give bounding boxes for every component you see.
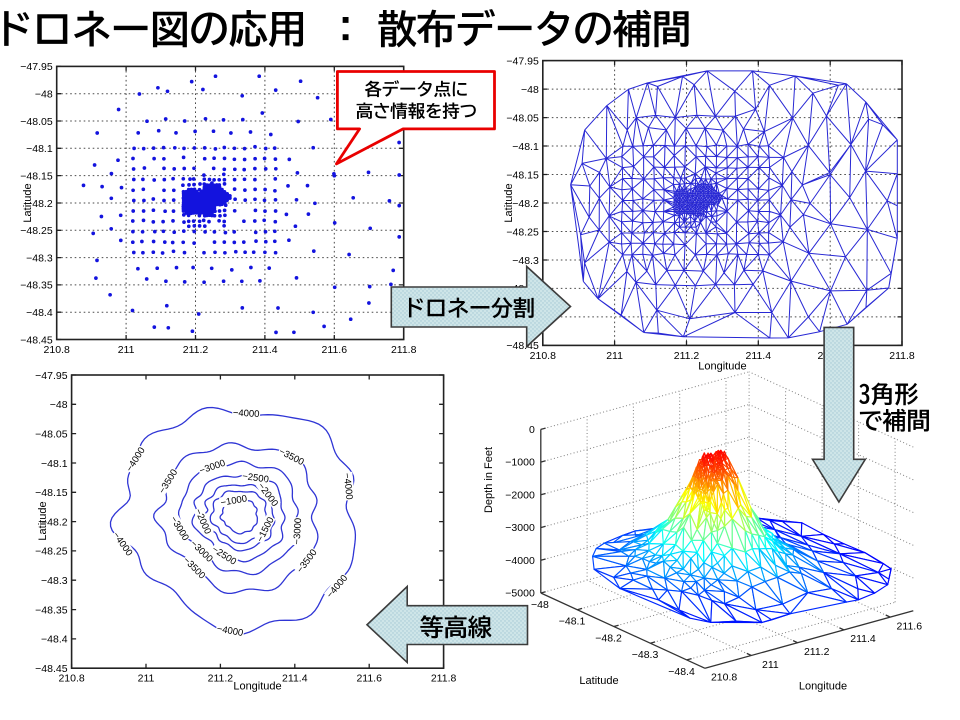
svg-text:211.4: 211.4 xyxy=(282,673,308,685)
svg-text:−48.4: −48.4 xyxy=(41,634,68,646)
svg-text:−48: −48 xyxy=(35,89,53,101)
svg-text:211.2: 211.2 xyxy=(804,646,830,658)
svg-text:Latitude: Latitude xyxy=(22,183,34,222)
svg-text:−48.2: −48.2 xyxy=(595,633,622,645)
svg-text:−48: −48 xyxy=(531,599,549,611)
svg-text:−48.45: −48.45 xyxy=(20,334,53,346)
svg-text:211.8: 211.8 xyxy=(391,344,417,356)
svg-text:−48: −48 xyxy=(521,84,539,96)
svg-text:211.8: 211.8 xyxy=(889,350,915,362)
svg-text:211: 211 xyxy=(138,673,155,685)
svg-text:211.4: 211.4 xyxy=(746,350,772,362)
svg-text:211.8: 211.8 xyxy=(431,673,457,685)
svg-text:−4000: −4000 xyxy=(505,555,535,567)
svg-text:−48.25: −48.25 xyxy=(35,546,68,558)
svg-text:−48.3: −48.3 xyxy=(512,255,539,267)
svg-text:211.2: 211.2 xyxy=(208,673,234,685)
svg-text:Latitude: Latitude xyxy=(579,675,618,687)
svg-text:211.6: 211.6 xyxy=(897,620,923,632)
svg-text:−1000: −1000 xyxy=(505,457,535,469)
svg-text:211.4: 211.4 xyxy=(252,344,278,356)
svg-text:−47.95: −47.95 xyxy=(35,370,68,382)
svg-text:−48.1: −48.1 xyxy=(559,616,586,628)
svg-text:Depth in Feet: Depth in Feet xyxy=(483,447,495,513)
svg-text:−47.95: −47.95 xyxy=(20,61,53,73)
svg-text:211.6: 211.6 xyxy=(322,344,348,356)
svg-text:−48.25: −48.25 xyxy=(506,226,539,238)
svg-text:−48.2: −48.2 xyxy=(41,516,68,528)
svg-text:−47.95: −47.95 xyxy=(506,55,539,67)
svg-text:−48.15: −48.15 xyxy=(506,169,539,181)
svg-text:−48.4: −48.4 xyxy=(26,307,53,319)
svg-text:−48.45: −48.45 xyxy=(35,663,68,675)
svg-text:−48.3: −48.3 xyxy=(41,575,68,587)
svg-text:−48.35: −48.35 xyxy=(20,280,53,292)
svg-text:Longitude: Longitude xyxy=(698,361,746,373)
svg-text:−48.15: −48.15 xyxy=(35,487,68,499)
svg-text:0: 0 xyxy=(529,424,535,436)
svg-text:211: 211 xyxy=(606,350,623,362)
svg-text:−3000: −3000 xyxy=(505,522,535,534)
svg-text:211.4: 211.4 xyxy=(850,633,876,645)
svg-text:−48.1: −48.1 xyxy=(512,141,539,153)
svg-text:Latitude: Latitude xyxy=(503,183,515,222)
svg-text:211: 211 xyxy=(118,344,135,356)
svg-text:−48.45: −48.45 xyxy=(506,340,539,352)
svg-text:Longitude: Longitude xyxy=(799,681,847,693)
svg-text:−48.2: −48.2 xyxy=(26,198,53,210)
svg-text:−2000: −2000 xyxy=(505,489,535,501)
svg-text:−4000: −4000 xyxy=(216,624,244,639)
svg-text:−48.05: −48.05 xyxy=(20,116,53,128)
svg-text:210.8: 210.8 xyxy=(58,673,84,685)
svg-text:210.8: 210.8 xyxy=(44,344,70,356)
svg-text:−48.1: −48.1 xyxy=(41,458,68,470)
svg-text:Longitude: Longitude xyxy=(233,681,281,693)
svg-text:Latitude: Latitude xyxy=(37,501,49,540)
svg-text:211.2: 211.2 xyxy=(674,350,700,362)
svg-text:−3000: −3000 xyxy=(292,518,304,545)
svg-text:−48.05: −48.05 xyxy=(35,428,68,440)
svg-text:211: 211 xyxy=(762,659,779,671)
svg-text:−48.1: −48.1 xyxy=(26,143,53,155)
svg-text:−48: −48 xyxy=(50,399,68,411)
svg-text:−1000: −1000 xyxy=(220,493,248,508)
svg-text:−48.15: −48.15 xyxy=(20,170,53,182)
svg-text:211.6: 211.6 xyxy=(356,673,382,685)
svg-text:210.8: 210.8 xyxy=(711,672,737,684)
svg-text:211.2: 211.2 xyxy=(183,344,209,356)
svg-text:−48.35: −48.35 xyxy=(35,604,68,616)
svg-text:−5000: −5000 xyxy=(505,588,535,600)
svg-text:−48.05: −48.05 xyxy=(506,112,539,124)
svg-text:−48.3: −48.3 xyxy=(632,649,659,661)
svg-text:−4000: −4000 xyxy=(233,408,260,420)
svg-text:−4000: −4000 xyxy=(341,472,355,500)
svg-text:−48.25: −48.25 xyxy=(20,225,53,237)
svg-text:−48.2: −48.2 xyxy=(512,198,539,210)
svg-text:−48.4: −48.4 xyxy=(668,666,695,678)
svg-text:210.8: 210.8 xyxy=(530,350,556,362)
svg-text:−48.3: −48.3 xyxy=(26,252,53,264)
